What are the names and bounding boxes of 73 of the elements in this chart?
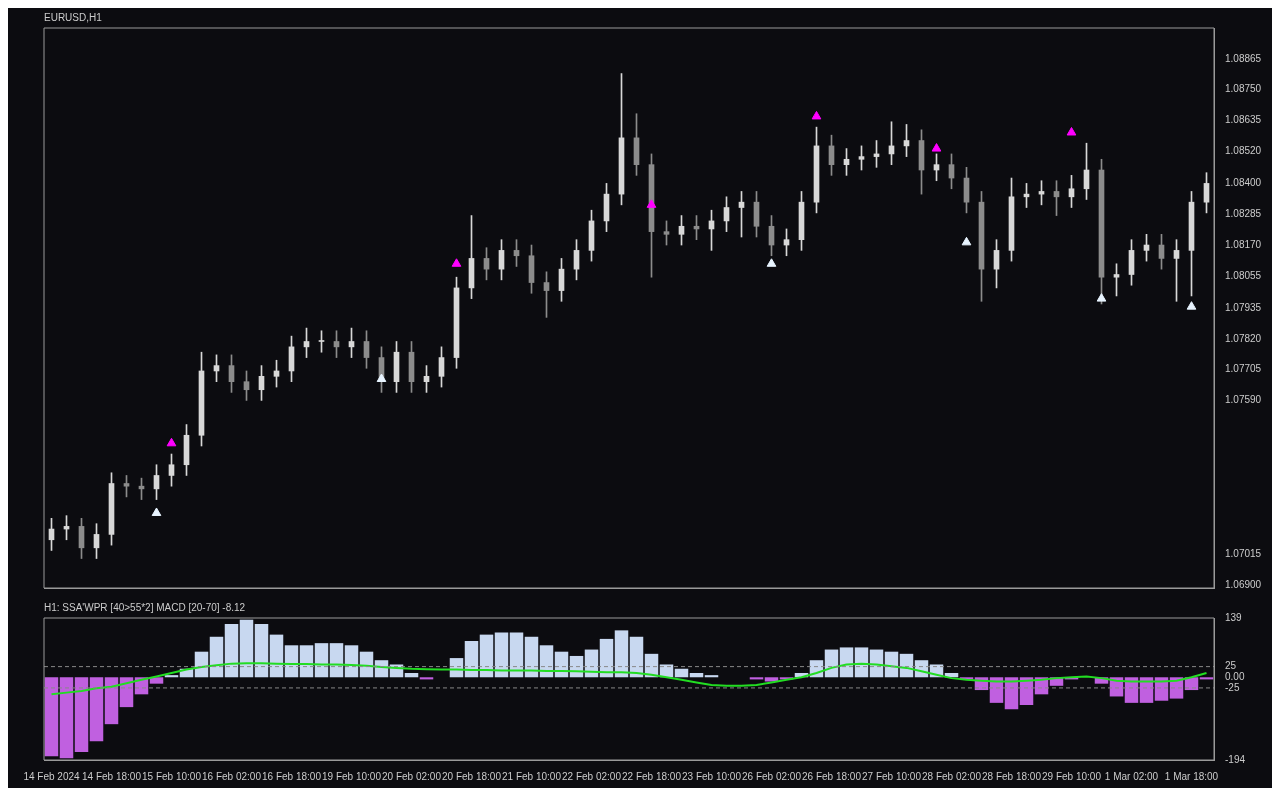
x-tick-label: 15 Feb 10:00: [142, 770, 202, 782]
y-tick-label: 1.08400: [1225, 177, 1262, 189]
x-tick-label: 22 Feb 18:00: [622, 770, 682, 782]
x-tick-label: 27 Feb 10:00: [862, 770, 922, 782]
bar: [689, 673, 704, 678]
bar: [674, 668, 689, 678]
point: [766, 258, 777, 267]
bar: [74, 677, 89, 752]
bar: [749, 677, 764, 680]
bar: [224, 623, 239, 678]
y-tick-label: 1.08170: [1225, 238, 1262, 250]
bar: [164, 675, 179, 678]
chart-title: EURUSD,H1: [44, 11, 103, 23]
y-tick-label: 0.00: [1225, 671, 1245, 683]
bar: [509, 632, 524, 678]
point: [451, 258, 462, 267]
point: [811, 110, 822, 120]
x-tick-label: 23 Feb 10:00: [682, 770, 742, 782]
y-tick-label: 1.08055: [1225, 269, 1262, 281]
y-tick-label: 1.08520: [1225, 145, 1262, 156]
x-tick-label: 19 Feb 10:00: [322, 770, 382, 782]
x-tick-label: 29 Feb 10:00: [1042, 770, 1102, 782]
point: [151, 507, 162, 516]
y-tick-label: 1.08285: [1225, 207, 1262, 219]
x-tick-label: 26 Feb 18:00: [802, 770, 862, 782]
bar: [89, 677, 104, 742]
bar: [704, 675, 719, 678]
y-tick-label: -25: [1225, 681, 1240, 693]
y-tick-label: 1.08635: [1225, 114, 1262, 126]
bar: [239, 619, 254, 678]
x-tick-label: 16 Feb 18:00: [262, 770, 322, 782]
y-tick-label: 1.07820: [1225, 332, 1262, 344]
x-tick-label: 22 Feb 02:00: [562, 770, 622, 782]
chart-title: H1: SSA'WPR [40>55*2] MACD [20-70] -8.12: [44, 601, 246, 613]
x-tick-label: 14 Feb 18:00: [82, 770, 142, 782]
x-tick-label: 28 Feb 02:00: [922, 770, 982, 782]
x-tick-label: 20 Feb 18:00: [442, 770, 502, 782]
bar: [1199, 677, 1214, 680]
bar: [404, 673, 419, 678]
y-tick-label: -194: [1225, 753, 1246, 765]
x-tick-label: 1 Mar 02:00: [1104, 770, 1159, 782]
bar: [149, 677, 164, 684]
x-tick-label: 1 Mar 18:00: [1164, 770, 1219, 782]
x-tick-label: 14 Feb 2024: [23, 770, 81, 782]
point: [961, 236, 972, 246]
point: [646, 199, 657, 208]
point: [1186, 301, 1197, 310]
y-tick-label: 1.06900: [1225, 579, 1262, 591]
y-tick-label: 1.07705: [1225, 363, 1262, 375]
bar: [59, 677, 74, 759]
y-tick-label: 139: [1225, 611, 1243, 623]
point: [376, 373, 387, 383]
bar: [254, 623, 269, 678]
x-tick-label: 21 Feb 10:00: [502, 770, 562, 782]
point: [166, 437, 177, 447]
point: [1096, 293, 1107, 302]
y-tick-label: 1.08865: [1225, 52, 1262, 64]
point: [931, 143, 942, 152]
x-tick-label: 26 Feb 02:00: [742, 770, 802, 782]
y-tick-label: 1.07590: [1225, 394, 1262, 406]
bar: [494, 632, 509, 678]
y-tick-label: 25: [1225, 660, 1237, 672]
y-tick-label: 1.07935: [1225, 301, 1262, 313]
x-tick-label: 20 Feb 02:00: [382, 770, 442, 782]
bar: [614, 630, 629, 678]
point: [1066, 127, 1077, 136]
y-tick-label: 1.08750: [1225, 83, 1262, 95]
x-tick-label: 16 Feb 02:00: [202, 770, 262, 782]
x-tick-label: 28 Feb 18:00: [982, 770, 1042, 782]
bar: [44, 677, 59, 757]
bar: [104, 677, 119, 725]
bar: [419, 677, 434, 680]
y-tick-label: 1.07015: [1225, 548, 1262, 560]
